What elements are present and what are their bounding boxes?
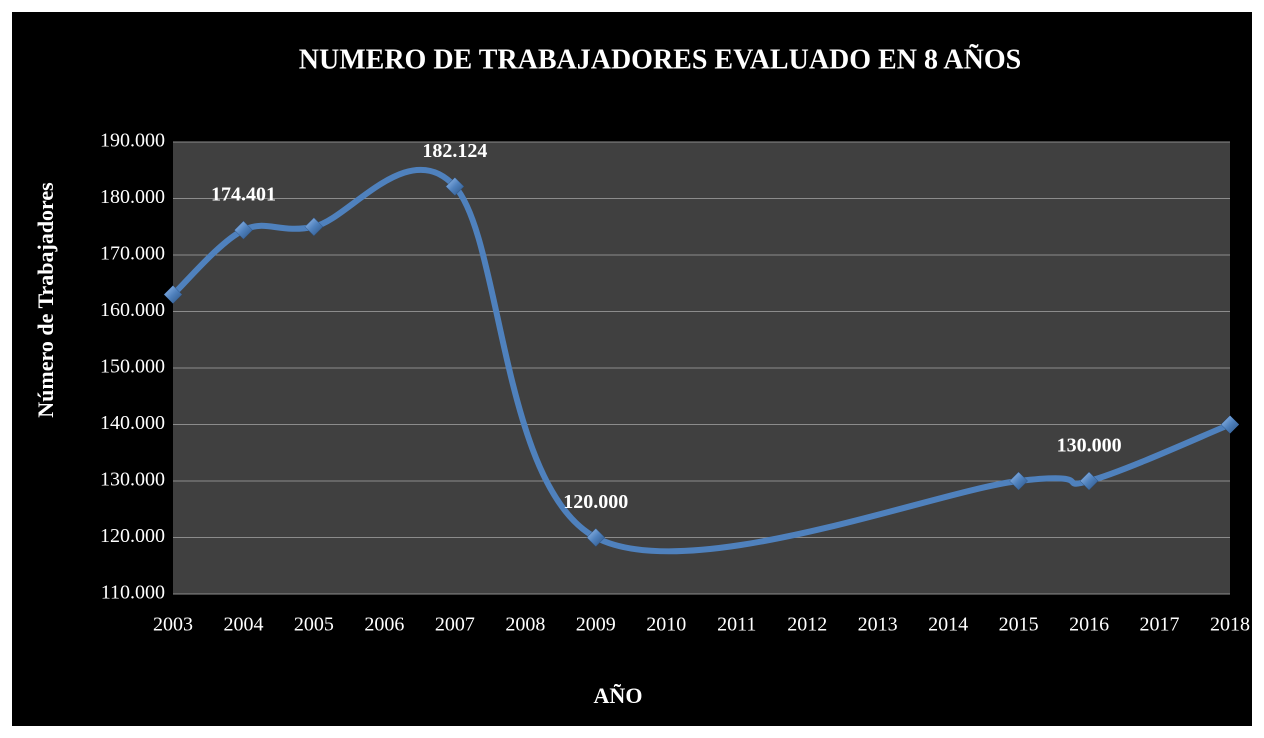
y-tick-label: 160.000: [100, 299, 165, 321]
x-tick-label: 2012: [787, 614, 827, 636]
y-tick-label: 150.000: [100, 356, 165, 378]
data-label: 182.124: [422, 140, 487, 162]
x-tick-label: 2003: [153, 614, 193, 636]
data-label: 130.000: [1057, 435, 1122, 457]
y-tick-label: 130.000: [100, 469, 165, 491]
y-axis-title: Número de Trabajadores: [33, 182, 58, 418]
x-tick-label: 2006: [364, 614, 404, 636]
x-tick-label: 2017: [1140, 614, 1180, 636]
x-tick-label: 2011: [717, 614, 756, 636]
chart-title: NUMERO DE TRABAJADORES EVALUADO EN 8 AÑO…: [299, 44, 1021, 75]
x-tick-label: 2010: [646, 614, 686, 636]
point-marker: [234, 220, 253, 240]
x-tick-label: 2018: [1210, 614, 1250, 636]
point-marker: [1220, 415, 1240, 434]
y-tick-label: 180.000: [100, 186, 165, 208]
x-tick-label: 2014: [928, 614, 968, 636]
x-tick-label: 2013: [858, 614, 898, 636]
y-tick-label: 190.000: [100, 130, 165, 152]
y-tick-label: 170.000: [100, 243, 165, 265]
y-tick-label: 120.000: [100, 525, 165, 547]
x-axis-title: AÑO: [594, 683, 643, 708]
x-tick-label: 2015: [999, 614, 1039, 636]
point-marker: [304, 217, 324, 237]
series-line: [170, 167, 1232, 555]
y-tick-label: 140.000: [100, 412, 165, 434]
data-label: 174.401: [211, 184, 276, 206]
x-tick-label: 2005: [294, 614, 334, 636]
point-marker: [1079, 471, 1099, 491]
point-marker: [1009, 471, 1028, 491]
x-tick-label: 2008: [505, 614, 545, 636]
y-tick-label: 110.000: [101, 582, 165, 604]
x-tick-label: 2007: [435, 614, 475, 636]
x-tick-label: 2009: [576, 614, 616, 636]
point-marker: [586, 528, 606, 547]
data-label: 120.000: [563, 491, 628, 513]
x-tick-label: 2004: [223, 614, 263, 636]
x-tick-label: 2016: [1069, 614, 1109, 636]
point-marker: [163, 285, 183, 304]
point-marker: [445, 177, 465, 196]
